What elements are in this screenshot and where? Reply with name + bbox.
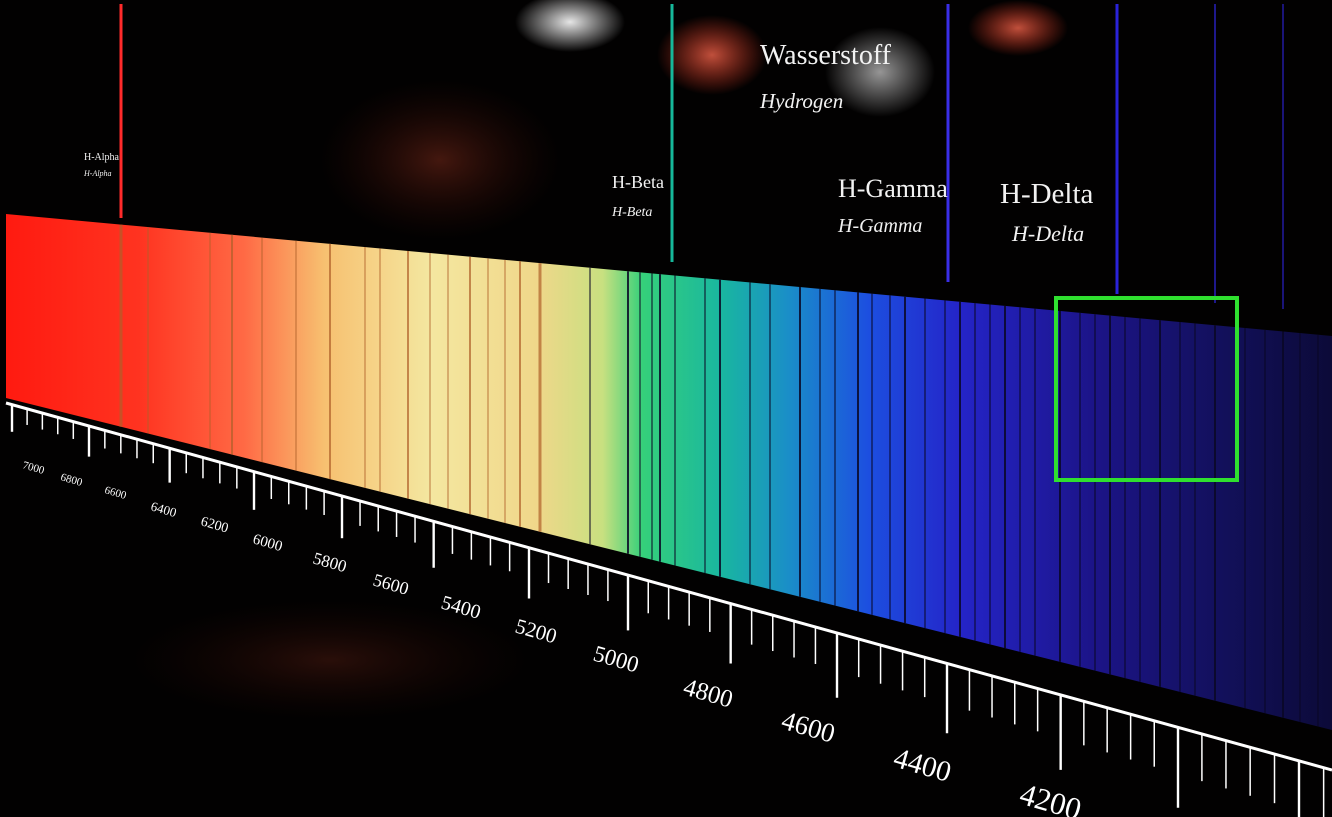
- h-delta-label: H-Delta: [1000, 178, 1094, 210]
- scale-label-6400: 6400: [149, 498, 178, 520]
- glow-blob: [515, 0, 625, 52]
- absorption-lines: [119, 224, 1319, 727]
- h-beta-sublabel: H-Beta: [611, 205, 652, 220]
- scale-label-7000: 7000: [21, 459, 46, 477]
- spectrum-band: [6, 214, 1332, 730]
- h-delta-sublabel: H-Delta: [1011, 221, 1084, 246]
- scale-label-6200: 6200: [199, 514, 230, 536]
- h-gamma-label: H-Gamma: [838, 174, 948, 203]
- h-alpha-sublabel: H-Alpha: [83, 169, 112, 178]
- emission-markers: [119, 4, 1284, 309]
- glow-blob: [825, 27, 935, 117]
- scale-label-6000: 6000: [251, 531, 284, 555]
- glow-blob: [320, 80, 560, 240]
- glow-blob: [130, 600, 530, 720]
- glow-blob: [657, 15, 767, 95]
- highlight-box: [1054, 296, 1239, 482]
- h-beta-label: H-Beta: [612, 172, 664, 192]
- scale-label-6800: 6800: [59, 471, 84, 489]
- scale-label-6600: 6600: [103, 484, 128, 502]
- glow-blob: [968, 0, 1068, 56]
- h-gamma-sublabel: H-Gamma: [837, 215, 922, 237]
- title-german: Wasserstoff: [760, 40, 892, 71]
- scale-ticks: [10, 404, 1325, 817]
- h-alpha-label: H-Alpha: [84, 152, 120, 163]
- title-english: Hydrogen: [759, 89, 843, 113]
